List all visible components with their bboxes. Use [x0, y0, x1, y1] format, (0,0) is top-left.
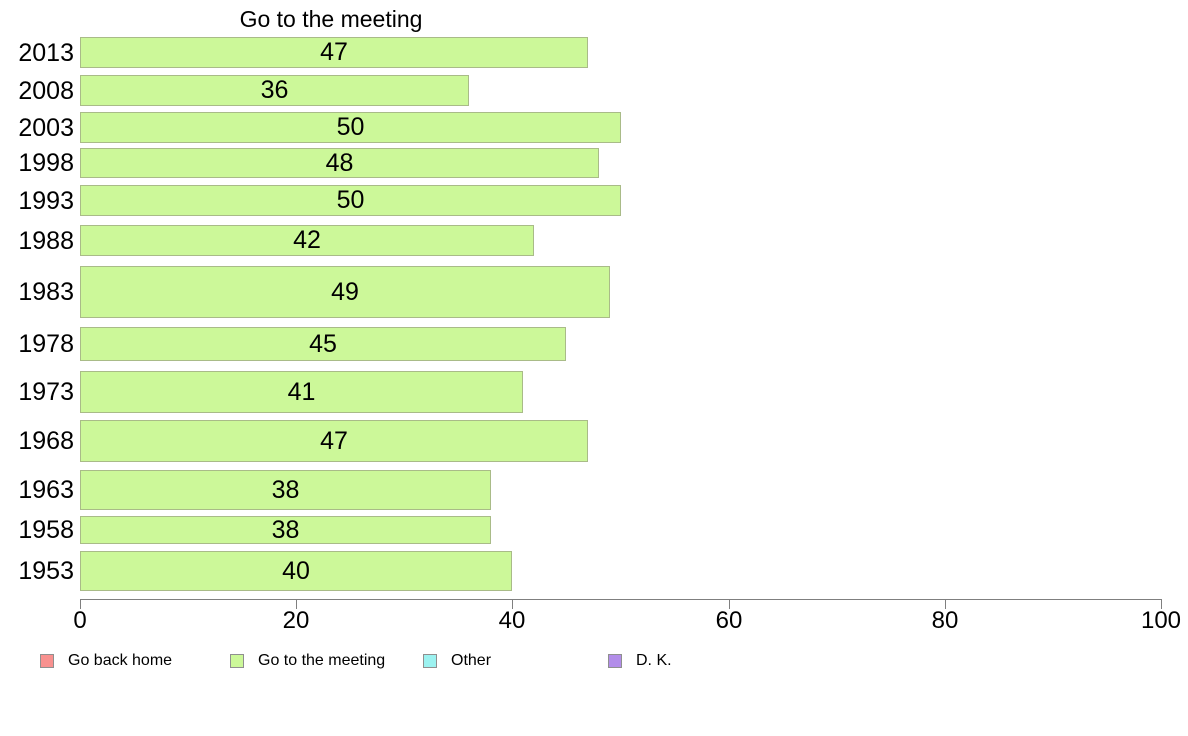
chart-title: Go to the meeting [239, 6, 423, 32]
bar [80, 470, 491, 510]
legend-label: Other [451, 652, 492, 669]
bar [80, 420, 588, 462]
y-axis-label: 1973 [18, 378, 74, 406]
x-axis-line [80, 599, 1162, 600]
bar [80, 112, 621, 143]
bar-value-label: 42 [293, 226, 321, 254]
bar-value-label: 36 [260, 76, 289, 104]
bar-value-label: 49 [331, 278, 359, 306]
y-axis-label: 1978 [18, 330, 74, 358]
bar [80, 266, 610, 318]
x-axis-tick [512, 599, 513, 609]
bar [80, 148, 599, 178]
x-axis-tick-label: 100 [1140, 607, 1182, 634]
bar [80, 75, 469, 106]
x-axis-tick-label: 80 [931, 607, 959, 634]
bar-value-label: 48 [325, 149, 354, 177]
bar [80, 37, 588, 68]
x-axis-tick [729, 599, 730, 609]
legend-swatch [608, 654, 622, 668]
bar-value-label: 47 [320, 427, 348, 455]
bar [80, 327, 566, 361]
y-axis-label: 1958 [18, 516, 74, 544]
bar [80, 185, 621, 216]
legend-swatch [423, 654, 437, 668]
y-axis-label: 1983 [18, 278, 74, 306]
legend-swatch [230, 654, 244, 668]
bar [80, 225, 534, 256]
bar [80, 371, 523, 413]
bar-value-label: 38 [271, 476, 300, 504]
bar-value-label: 47 [320, 38, 348, 66]
x-axis-tick [80, 599, 81, 609]
x-axis-tick [1161, 599, 1162, 609]
bar-value-label: 50 [336, 186, 365, 214]
bar [80, 551, 512, 591]
x-axis-tick-label: 0 [73, 607, 87, 634]
legend-swatch [40, 654, 54, 668]
x-axis-tick-label: 40 [498, 607, 526, 634]
x-axis-tick [296, 599, 297, 609]
bar-value-label: 40 [282, 557, 310, 585]
x-axis-tick-label: 20 [282, 607, 310, 634]
bar-value-label: 41 [287, 378, 316, 406]
bar-value-label: 38 [271, 516, 300, 544]
y-axis-label: 1953 [18, 557, 74, 585]
bar-value-label: 50 [336, 113, 365, 141]
y-axis-label: 2013 [18, 38, 74, 67]
legend-label: Go back home [68, 652, 173, 669]
bar-value-label: 45 [309, 330, 337, 358]
y-axis-label: 1963 [18, 476, 74, 504]
bar [80, 516, 491, 544]
y-axis-label: 1988 [18, 226, 74, 255]
y-axis-label: 2003 [18, 113, 74, 142]
x-axis-tick-label: 60 [715, 607, 743, 634]
legend-label: Go to the meeting [258, 652, 386, 669]
x-axis-tick [945, 599, 946, 609]
y-axis-label: 2008 [18, 76, 74, 105]
legend-label: D. K. [636, 652, 672, 669]
y-axis-label: 1993 [18, 186, 74, 215]
y-axis-label: 1998 [18, 149, 74, 177]
y-axis-label: 1968 [18, 427, 74, 455]
